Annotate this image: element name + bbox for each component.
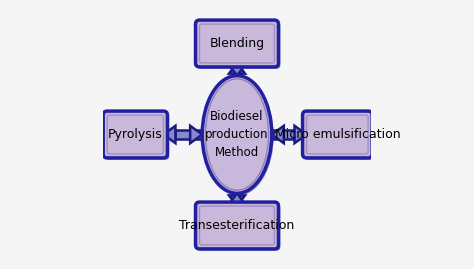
Polygon shape: [294, 126, 307, 143]
Text: Micro emulsification: Micro emulsification: [274, 128, 400, 141]
Text: Biodiesel
production
Method: Biodiesel production Method: [205, 110, 269, 159]
FancyBboxPatch shape: [304, 113, 374, 160]
FancyBboxPatch shape: [197, 204, 280, 251]
Polygon shape: [233, 74, 241, 76]
Polygon shape: [272, 130, 294, 139]
Polygon shape: [229, 65, 245, 76]
Text: Pyrolysis: Pyrolysis: [108, 128, 163, 141]
FancyBboxPatch shape: [105, 113, 169, 160]
Text: Transesterification: Transesterification: [179, 219, 295, 232]
Polygon shape: [233, 193, 241, 195]
FancyBboxPatch shape: [103, 111, 167, 158]
FancyBboxPatch shape: [197, 22, 280, 69]
Ellipse shape: [202, 76, 272, 193]
FancyBboxPatch shape: [195, 20, 279, 67]
Text: Blending: Blending: [210, 37, 264, 50]
Ellipse shape: [204, 77, 273, 195]
Polygon shape: [229, 193, 245, 204]
Polygon shape: [175, 130, 202, 139]
Polygon shape: [164, 126, 175, 143]
Polygon shape: [229, 63, 245, 74]
FancyBboxPatch shape: [302, 111, 372, 158]
FancyBboxPatch shape: [195, 202, 279, 249]
Polygon shape: [229, 195, 245, 206]
Polygon shape: [190, 126, 202, 143]
Polygon shape: [272, 126, 284, 143]
